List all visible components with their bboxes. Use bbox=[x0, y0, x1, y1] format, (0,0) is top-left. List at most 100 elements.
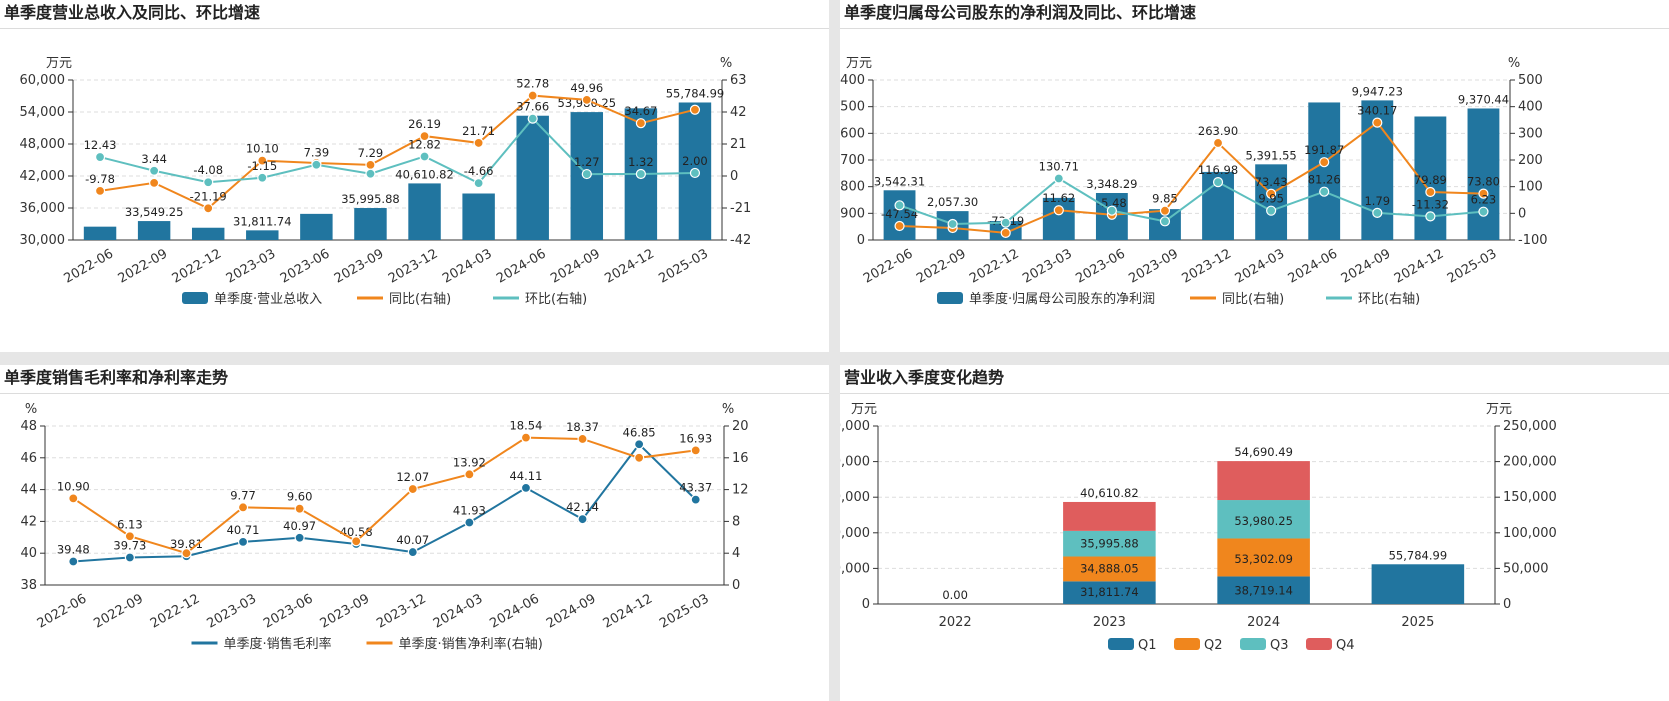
qoq-point bbox=[527, 113, 538, 124]
x-tick-label: 2025-03 bbox=[1445, 246, 1500, 286]
qoq-data-label: -4.08 bbox=[193, 163, 223, 177]
x-tick-label: 2023-06 bbox=[261, 591, 316, 631]
x-tick-label: 2022-09 bbox=[91, 591, 146, 631]
y2-tick-label: 0 bbox=[730, 169, 738, 184]
right-unit: 万元 bbox=[1486, 402, 1512, 417]
x-tick-label: 2022-06 bbox=[61, 246, 116, 286]
yoy-data-label: 191.87 bbox=[1304, 143, 1344, 157]
gross-margin-point bbox=[68, 556, 79, 567]
x-tick-label: 2023-03 bbox=[224, 246, 279, 286]
qoq-data-label: 1.79 bbox=[1364, 194, 1390, 208]
yoy-data-label: 21.71 bbox=[462, 124, 495, 138]
x-tick-label: 2024-03 bbox=[431, 591, 486, 631]
left-unit: % bbox=[25, 402, 37, 417]
stack-segment bbox=[1217, 538, 1310, 577]
y-tick-label: 40 bbox=[20, 546, 37, 561]
y-tick-label: 36,000 bbox=[20, 201, 66, 216]
yoy-point bbox=[1478, 188, 1489, 199]
legend-label: Q3 bbox=[1270, 638, 1289, 653]
net-margin-point bbox=[68, 493, 79, 504]
y2-tick-label: 63 bbox=[730, 73, 747, 88]
qoq-point bbox=[947, 218, 958, 230]
qoq-data-label: -11.32 bbox=[1412, 197, 1449, 211]
y2-tick-label: 200 bbox=[1518, 153, 1543, 168]
x-tick-label: 2024-09 bbox=[544, 591, 599, 631]
gross-margin-point bbox=[407, 546, 418, 558]
bar-data-label: 40,610.82 bbox=[395, 167, 454, 181]
panel-title: 单季度营业总收入及同比、环比增速 bbox=[4, 3, 261, 22]
legend-label: 单季度·销售毛利率 bbox=[224, 636, 332, 652]
qoq-data-label: -1.15 bbox=[247, 159, 277, 173]
right-unit: % bbox=[720, 56, 732, 71]
y-tick-label: 3,800 bbox=[840, 180, 865, 195]
y2-tick-label: 21 bbox=[730, 137, 747, 152]
stack-data-label: 0.00 bbox=[942, 588, 968, 602]
qoq-point bbox=[1478, 206, 1489, 217]
net-margin-point bbox=[294, 503, 305, 514]
gross-margin-point bbox=[690, 494, 701, 505]
yoy-point bbox=[1319, 157, 1330, 168]
qoq-point bbox=[473, 178, 484, 189]
stack-segment bbox=[1063, 501, 1156, 531]
yoy-data-label: 7.29 bbox=[358, 146, 384, 160]
qoq-point bbox=[689, 167, 701, 179]
net-margin-line bbox=[72, 436, 696, 555]
x-tick-label: 2022-12 bbox=[967, 246, 1022, 286]
y2-tick-label: 50,000 bbox=[1503, 561, 1549, 576]
x-tick-label: 2023-06 bbox=[278, 246, 333, 286]
gross-margin-data-label: 43.37 bbox=[679, 481, 712, 495]
x-tick-label: 2022-06 bbox=[35, 591, 90, 631]
gross-margin-data-label: 42.14 bbox=[566, 500, 599, 514]
yoy-point bbox=[689, 104, 701, 115]
stack-data-label: 55,784.99 bbox=[1389, 548, 1448, 562]
x-tick-label: 2024-06 bbox=[1286, 246, 1341, 286]
net-margin-data-label: 12.07 bbox=[396, 470, 429, 484]
y-tick-label: 44 bbox=[20, 483, 37, 498]
x-tick-label: 2023-12 bbox=[1179, 246, 1234, 286]
yoy-point bbox=[1159, 205, 1171, 216]
stack-data-label: 31,811.74 bbox=[1080, 585, 1139, 599]
y2-tick-label: -100 bbox=[1518, 233, 1548, 248]
legend-swatch bbox=[1174, 638, 1200, 650]
qoq-point bbox=[419, 151, 430, 162]
stack-segment bbox=[1371, 564, 1465, 604]
bar-data-label: 33,549.25 bbox=[125, 205, 184, 219]
stack-segment bbox=[1217, 461, 1310, 501]
panel-quarterly-trend: 营业收入季度变化趋势 0 50,000 100,000 150,000 200,000 2… bbox=[840, 365, 1669, 701]
bar bbox=[883, 190, 916, 240]
yoy-point bbox=[1266, 188, 1277, 199]
y-tick-label: 9,500 bbox=[840, 100, 865, 115]
y2-tick-label: 300 bbox=[1518, 126, 1543, 141]
qoq-point bbox=[1053, 173, 1064, 184]
x-tick-label: 2023-09 bbox=[1126, 246, 1181, 286]
gross-margin-data-label: 40.07 bbox=[396, 533, 429, 547]
y2-tick-label: 42 bbox=[730, 105, 747, 120]
yoy-point bbox=[635, 118, 646, 129]
y2-tick-label: 8 bbox=[732, 514, 740, 529]
yoy-data-label: 11.62 bbox=[1042, 191, 1075, 205]
right-unit: % bbox=[1508, 56, 1520, 71]
qoq-point bbox=[257, 172, 268, 183]
x-tick-label: 2024-09 bbox=[1339, 246, 1394, 286]
gross-margin-data-label: 46.85 bbox=[623, 425, 656, 439]
gross-margin-point bbox=[520, 482, 532, 493]
net-margin-point bbox=[690, 445, 701, 456]
bar bbox=[408, 183, 441, 240]
x-tick-label: 2023-06 bbox=[1073, 246, 1128, 286]
x-tick-label: 2024-03 bbox=[1233, 246, 1288, 286]
x-tick-label: 2023 bbox=[1093, 615, 1126, 630]
y-tick-label: 150,000 bbox=[840, 490, 870, 505]
net-margin-point bbox=[351, 536, 362, 547]
y-tick-label: 60,000 bbox=[20, 73, 66, 88]
stack-segment bbox=[1217, 576, 1310, 604]
qoq-point bbox=[635, 168, 646, 180]
gross-margin-point bbox=[464, 517, 475, 528]
legend-label: 同比(右轴) bbox=[1222, 292, 1284, 307]
yoy-point bbox=[203, 203, 214, 214]
qoq-point bbox=[1425, 211, 1436, 222]
y-tick-label: 46 bbox=[20, 451, 37, 466]
y2-tick-label: 16 bbox=[732, 451, 749, 466]
y-tick-label: 48 bbox=[20, 419, 37, 434]
qoq-data-label: -4.66 bbox=[464, 164, 494, 178]
legend-swatch bbox=[182, 292, 208, 304]
